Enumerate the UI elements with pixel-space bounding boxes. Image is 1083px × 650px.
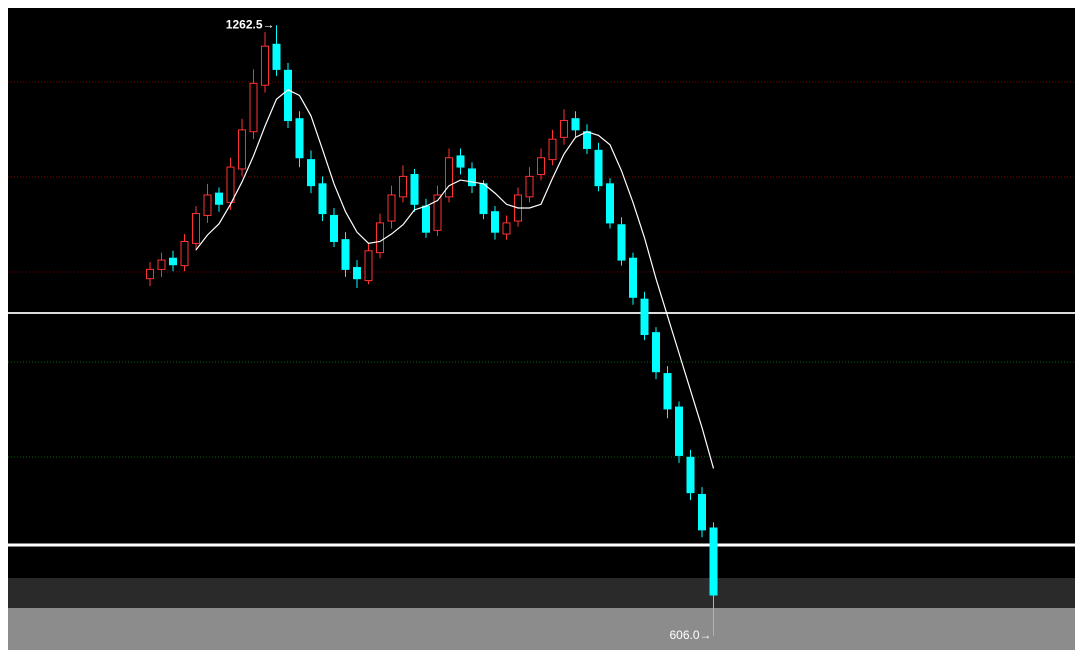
candle-body — [698, 494, 706, 531]
candle-body — [686, 456, 695, 494]
candle-body — [180, 240, 189, 267]
candle-body — [318, 183, 327, 215]
candle-body — [663, 373, 672, 410]
candle-body — [594, 149, 603, 187]
candle-body — [606, 183, 614, 224]
candle-body — [387, 194, 396, 222]
candle-body — [433, 194, 442, 231]
candle-body — [157, 259, 166, 270]
candle-body — [215, 192, 223, 205]
candle-body — [617, 224, 626, 261]
candle-body — [502, 222, 511, 235]
candle-body — [353, 267, 361, 280]
candle-body — [571, 118, 580, 131]
candle-body — [192, 213, 200, 244]
glitch-band — [8, 608, 1075, 650]
candle-body — [238, 129, 246, 170]
candle-body — [422, 205, 430, 233]
candle-body — [284, 69, 292, 122]
candle-body — [307, 159, 315, 187]
candle-body — [203, 194, 212, 216]
candle-body — [261, 45, 269, 86]
candle-body — [652, 332, 660, 373]
candle-body — [249, 82, 258, 133]
candle-body — [330, 214, 338, 242]
candle-body — [548, 138, 557, 161]
candle-body — [226, 166, 235, 203]
candle-body — [468, 168, 476, 187]
glitch-band — [8, 578, 1075, 608]
price-annotation: 1262.5→ — [226, 17, 275, 31]
candle-body — [146, 268, 154, 280]
candle-body — [456, 155, 465, 168]
moving-average — [195, 89, 715, 469]
candle-body — [169, 257, 177, 266]
candle-body — [537, 157, 545, 176]
candle-body — [479, 183, 488, 215]
candle-body — [445, 157, 453, 198]
candle-body — [272, 43, 281, 70]
candle-body — [399, 175, 407, 198]
plot-background — [8, 8, 1075, 650]
candle-body — [525, 175, 534, 198]
candle-body — [376, 222, 384, 254]
candle-body — [640, 298, 649, 336]
candle-body — [364, 250, 373, 282]
candle-body — [560, 120, 568, 138]
candle-body — [583, 131, 591, 149]
marks: 1262.5→ 606.0→ — [146, 17, 718, 642]
candle-body — [410, 174, 419, 205]
candle-body — [675, 406, 683, 456]
candle-body — [295, 118, 304, 159]
candle-body — [709, 527, 718, 596]
price-annotation: 606.0→ — [669, 628, 711, 642]
candle-body — [629, 257, 637, 298]
candle-body — [491, 211, 499, 233]
candle-body — [341, 239, 350, 270]
